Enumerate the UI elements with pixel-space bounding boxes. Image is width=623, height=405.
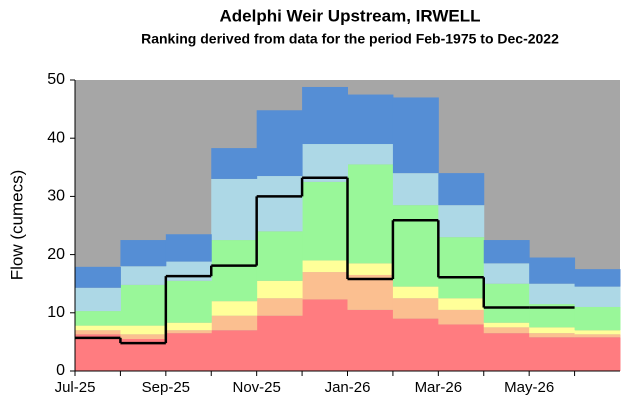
band-segment (302, 181, 348, 261)
band-segment (529, 333, 576, 338)
band-segment (256, 298, 303, 316)
band-segment (529, 283, 576, 305)
band-segment (211, 330, 258, 371)
x-tick-label: Nov-25 (232, 379, 280, 396)
band-segment (120, 266, 167, 285)
x-tick-label: Jul-25 (55, 379, 96, 396)
band-segment (483, 240, 530, 264)
band-segment (211, 148, 258, 179)
band-segment (392, 298, 439, 319)
x-tick-label: Mar-26 (415, 379, 463, 396)
band-segment (256, 110, 303, 177)
band-segment (120, 284, 167, 326)
band-segment (165, 330, 212, 334)
band-segment (392, 205, 439, 287)
band-segment (574, 334, 621, 338)
band-segment (438, 205, 485, 238)
band-segment (347, 144, 394, 165)
band-segment (165, 322, 212, 331)
band-segment (438, 324, 485, 371)
band-segment (438, 237, 485, 299)
band-segment (574, 306, 621, 331)
band-segment (302, 272, 348, 300)
band-segment (483, 327, 530, 334)
y-tick-label: 30 (47, 188, 65, 205)
band-segment (75, 330, 121, 335)
band-segment (347, 94, 394, 145)
y-axis-label: Flow (cumecs) (7, 170, 26, 281)
band-segment (256, 176, 303, 232)
band-segment (256, 280, 303, 299)
band-segment (574, 337, 621, 371)
band-segment (529, 337, 576, 371)
band-segment (529, 327, 576, 334)
band-segment (165, 261, 212, 281)
band-segment (120, 338, 167, 371)
band-segment (75, 325, 121, 331)
x-tick-label: Jan-26 (325, 379, 371, 396)
band-segment (392, 318, 439, 371)
band-segment (302, 86, 348, 145)
band-segment (211, 301, 258, 316)
band-segment (211, 315, 258, 331)
y-tick-label: 10 (47, 304, 65, 321)
band-segment (574, 269, 621, 287)
band-segment (438, 173, 485, 206)
band-segment (347, 263, 394, 275)
band-segment (392, 286, 439, 299)
band-segment (438, 309, 485, 325)
band-segment (256, 231, 303, 281)
band-segment (347, 164, 394, 264)
band-segment (120, 325, 167, 335)
band-segment (75, 287, 121, 312)
x-tick-label: May-26 (504, 379, 554, 396)
band-segment (392, 97, 439, 174)
band-segment (165, 333, 212, 371)
band-segment (75, 266, 121, 288)
band-segment (392, 173, 439, 206)
band-segment (574, 330, 621, 335)
band-segment (483, 263, 530, 284)
band-segment (438, 298, 485, 310)
band-segment (302, 260, 348, 273)
band-segment (574, 286, 621, 307)
x-tick-label: Sep-25 (142, 379, 190, 396)
band-segment (347, 274, 394, 310)
band-segment (302, 299, 348, 371)
chart-subtitle: Ranking derived from data for the period… (141, 31, 559, 47)
band-segment (302, 144, 348, 182)
band-segment (483, 322, 530, 328)
band-segment (256, 315, 303, 371)
band-segment (211, 240, 258, 302)
band-segment (211, 178, 258, 241)
y-tick-label: 50 (47, 71, 65, 88)
band-segment (165, 280, 212, 323)
band-segment (483, 283, 530, 323)
chart-title: Adelphi Weir Upstream, IRWELL (219, 6, 480, 25)
band-segment (165, 234, 212, 262)
band-segment (120, 334, 167, 339)
band-segment (120, 240, 167, 267)
band-segment (347, 309, 394, 371)
band-segment (75, 334, 121, 371)
y-tick-label: 40 (47, 129, 65, 146)
band-segment (483, 333, 530, 371)
band-segment (529, 304, 576, 328)
band-segment (529, 257, 576, 284)
y-tick-label: 20 (47, 246, 65, 263)
y-tick-label: 0 (56, 362, 65, 379)
band-segment (75, 311, 121, 326)
